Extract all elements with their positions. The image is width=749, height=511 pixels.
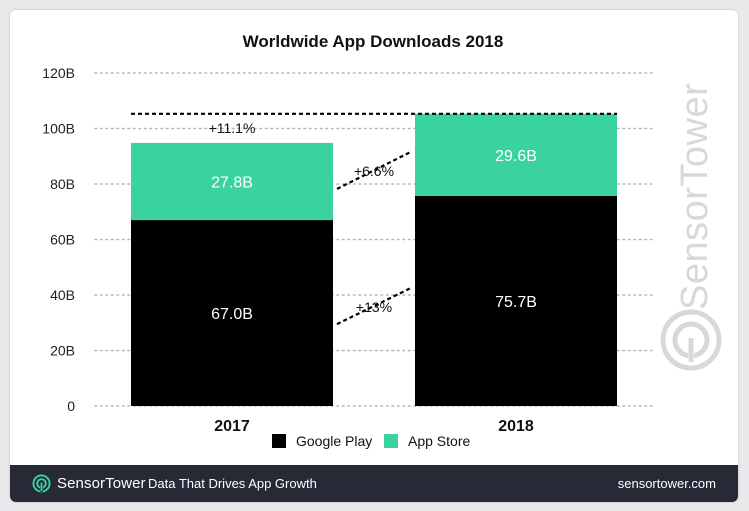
- legend-label-app-store: App Store: [408, 433, 470, 449]
- data-label-app-store-2018: 29.6B: [495, 148, 537, 165]
- growth-annotations: +11.1% +6.6% +13%: [131, 112, 617, 326]
- legend-swatch-google-play: [272, 434, 286, 448]
- bar-app-store-2018: [415, 113, 617, 196]
- sensortower-logo-icon: [32, 474, 51, 493]
- footer-brand: SensorTower: [32, 474, 146, 493]
- legend-item-google-play: Google Play: [272, 433, 372, 449]
- y-axis: 0 20B 40B 60B 80B 100B 120B: [42, 65, 75, 414]
- legend-swatch-app-store: [384, 434, 398, 448]
- x-tick-label-2017: 2017: [214, 418, 250, 435]
- total-growth-label: +11.1%: [209, 120, 256, 136]
- watermark-logo-icon: [660, 309, 722, 371]
- legend-item-app-store: App Store: [384, 433, 470, 449]
- footer-brand-text: SensorTower: [57, 475, 146, 492]
- google-play-growth-label: +13%: [356, 299, 392, 315]
- bars: 67.0B 27.8B 75.7B 29.6B: [131, 113, 617, 406]
- bar-google-play-2018: [415, 195, 617, 406]
- y-tick-label-120: 120B: [42, 65, 75, 81]
- chart-title: Worldwide App Downloads 2018: [243, 32, 504, 51]
- y-tick-label-100: 100B: [42, 121, 75, 137]
- app-store-growth-label: +6.6%: [354, 163, 394, 179]
- y-tick-label-80: 80B: [50, 176, 75, 192]
- legend: Google Play App Store: [272, 433, 470, 449]
- bar-app-store-2017: [131, 142, 333, 221]
- footer-url[interactable]: sensortower.com: [617, 476, 716, 491]
- watermark: SensorTower: [660, 83, 722, 371]
- y-tick-label-40: 40B: [50, 287, 75, 303]
- chart-area: Worldwide App Downloads 2018 0 20B 40B 60B 8…: [42, 32, 722, 449]
- chart-card: Worldwide App Downloads 2018 0 20B 40B 60B 8…: [10, 10, 738, 502]
- bar-google-play-2017: [131, 220, 333, 406]
- y-tick-label-20: 20B: [50, 343, 75, 359]
- footer-tagline: Data That Drives App Growth: [148, 476, 317, 491]
- legend-label-google-play: Google Play: [296, 433, 372, 449]
- x-tick-label-2018: 2018: [498, 418, 534, 435]
- y-tick-label-60: 60B: [50, 232, 75, 248]
- x-axis: 2017 2018: [214, 418, 534, 435]
- footer-bar: SensorTower Data That Drives App Growth …: [10, 465, 738, 502]
- watermark-text: SensorTower: [674, 83, 716, 310]
- data-label-google-play-2017: 67.0B: [211, 306, 253, 323]
- y-tick-label-0: 0: [67, 398, 75, 414]
- data-label-google-play-2018: 75.7B: [495, 294, 537, 311]
- data-label-app-store-2017: 27.8B: [211, 175, 253, 192]
